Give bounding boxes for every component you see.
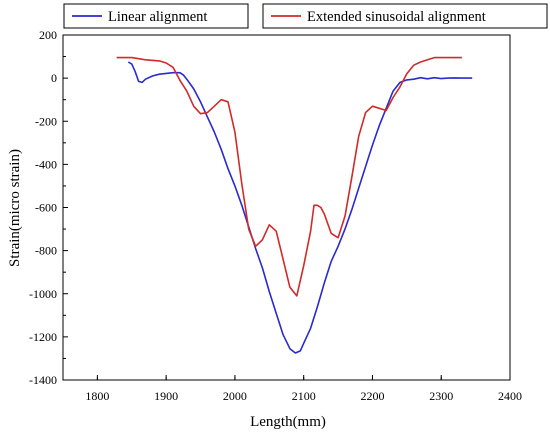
series-line-2 [116, 56, 462, 297]
y-tick-label: -800 [35, 244, 57, 258]
x-tick-label: 1800 [85, 389, 109, 403]
x-tick-label: 2400 [498, 389, 522, 403]
x-axis: 1800 1900 2000 2100 2200 2300 2400 [85, 375, 522, 403]
legend-item-2: Extended sinusoidal alignment [262, 3, 548, 29]
y-tick-label: 200 [39, 28, 57, 42]
y-tick-label: -1200 [29, 330, 57, 344]
x-tick-label: 2000 [223, 389, 247, 403]
x-tick-label: 2200 [360, 389, 384, 403]
legend-item-1: Linear alignment [63, 3, 249, 29]
x-tick-label: 1900 [154, 389, 178, 403]
x-tick-label: 2300 [429, 389, 453, 403]
legend: Linear alignment Extended sinusoidal alig… [63, 3, 548, 29]
x-axis-label: Length(mm) [250, 414, 326, 430]
x-tick-label: 2100 [292, 389, 316, 403]
y-tick-label: -1000 [29, 287, 57, 301]
y-axis-label: Strain(micro strain) [7, 149, 23, 267]
y-tick-label: -400 [35, 157, 57, 171]
legend-label: Extended sinusoidal alignment [307, 9, 486, 25]
legend-box [262, 3, 548, 29]
plot-area [62, 34, 511, 381]
y-tick-label: -1400 [29, 373, 57, 387]
series-layer [116, 56, 473, 354]
plot-border [62, 34, 511, 381]
legend-label: Linear alignment [108, 9, 207, 25]
series-line-1 [127, 61, 473, 354]
y-tick-label: -600 [35, 201, 57, 215]
y-axis: 200 0 -200 -400 -600 -800 -1000 -1200 -1400 [29, 28, 68, 387]
y-tick-label: 0 [51, 71, 57, 85]
y-tick-label: -200 [35, 114, 57, 128]
